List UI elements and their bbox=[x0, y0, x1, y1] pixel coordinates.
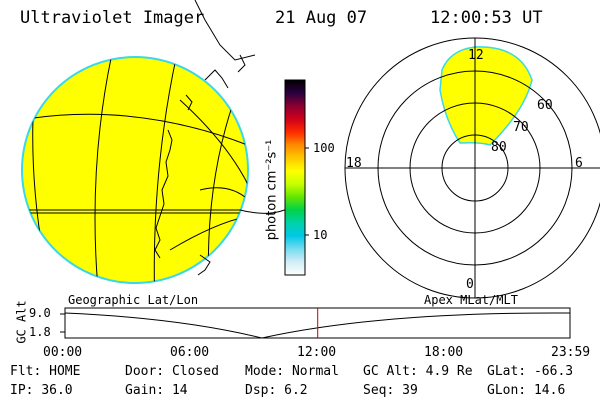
status-gcalt: GC Alt: 4.9 Re bbox=[363, 364, 473, 379]
timeline-y-axis-title: GC Alt bbox=[14, 300, 29, 344]
status-dsp: Dsp: 6.2 bbox=[245, 383, 308, 398]
timeline-right-label: Apex MLat/MLT bbox=[424, 293, 518, 307]
instrument-title: Ultraviolet Imager bbox=[20, 8, 205, 28]
timeline-xtick-1200: 12:00 bbox=[297, 345, 337, 360]
status-seq: Seq: 39 bbox=[363, 383, 418, 398]
mlt-label-12: 12 bbox=[468, 48, 484, 63]
altitude-curve bbox=[64, 312, 571, 339]
seq-value: 39 bbox=[402, 383, 418, 398]
timeline-xtick-2359: 23:59 bbox=[551, 345, 591, 360]
colorbar-label-10: 10 bbox=[313, 228, 328, 242]
status-glat: GLat: -66.3 bbox=[487, 364, 573, 379]
lat-label-60: 60 bbox=[537, 98, 553, 113]
mode-value: Normal bbox=[291, 364, 339, 379]
status-flight: Flt: HOME bbox=[10, 364, 80, 379]
door-value: Closed bbox=[171, 364, 219, 379]
status-mode: Mode: Normal bbox=[245, 364, 339, 379]
status-gain: Gain: 14 bbox=[125, 383, 188, 398]
seq-label: Seq: bbox=[363, 383, 395, 398]
globe-disc bbox=[21, 56, 249, 284]
timeline-ytick-label-bottom: 1.8 bbox=[29, 325, 51, 339]
lat-label-70: 70 bbox=[513, 120, 529, 135]
flt-label: Flt: bbox=[10, 364, 42, 379]
timeline-xtick-1800: 18:00 bbox=[424, 345, 464, 360]
dsp-value: 6.2 bbox=[284, 383, 308, 398]
mlt-label-0: 0 bbox=[466, 277, 474, 292]
glon-label: GLon: bbox=[487, 383, 527, 398]
date-label: 21 Aug 07 bbox=[275, 8, 368, 28]
mode-label: Mode: bbox=[245, 364, 285, 379]
timeline-left-label: Geographic Lat/Lon bbox=[68, 293, 199, 307]
glat-value: -66.3 bbox=[533, 364, 574, 379]
status-door: Door: Closed bbox=[125, 364, 219, 379]
lat-label-80: 80 bbox=[491, 140, 507, 155]
dsp-label: Dsp: bbox=[245, 383, 277, 398]
gcalt-value: 4.9 Re bbox=[425, 364, 473, 379]
gcalt-label: GC Alt: bbox=[363, 364, 418, 379]
mlt-label-18: 18 bbox=[346, 156, 362, 171]
glat-label: GLat: bbox=[487, 364, 527, 379]
colorbar bbox=[284, 79, 309, 276]
gain-label: Gain: bbox=[125, 383, 165, 398]
colorbar-scale bbox=[284, 79, 306, 276]
mlt-label-6: 6 bbox=[575, 156, 583, 171]
glon-value: 14.6 bbox=[533, 383, 566, 398]
flt-value: HOME bbox=[49, 364, 81, 379]
geographic-image bbox=[21, 0, 301, 284]
gain-value: 14 bbox=[171, 383, 188, 398]
meridian-outside bbox=[194, 0, 256, 61]
polar-plot bbox=[344, 37, 600, 299]
colorbar-unit-label: photon cm⁻²s⁻¹ bbox=[264, 139, 280, 241]
status-ip: IP: 36.0 bbox=[10, 383, 73, 398]
status-glon: GLon: 14.6 bbox=[487, 383, 565, 398]
timeline-xtick-0600: 06:00 bbox=[170, 345, 210, 360]
timeline-plot bbox=[60, 307, 571, 339]
timeline-ytick-label-top: 9.0 bbox=[29, 306, 51, 320]
ip-value: 36.0 bbox=[41, 383, 73, 398]
time-label: 12:00:53 UT bbox=[430, 8, 543, 28]
timeline-xtick-0000: 00:00 bbox=[43, 345, 83, 360]
colorbar-label-100: 100 bbox=[313, 141, 335, 155]
door-label: Door: bbox=[125, 364, 165, 379]
ip-label: IP: bbox=[10, 383, 34, 398]
